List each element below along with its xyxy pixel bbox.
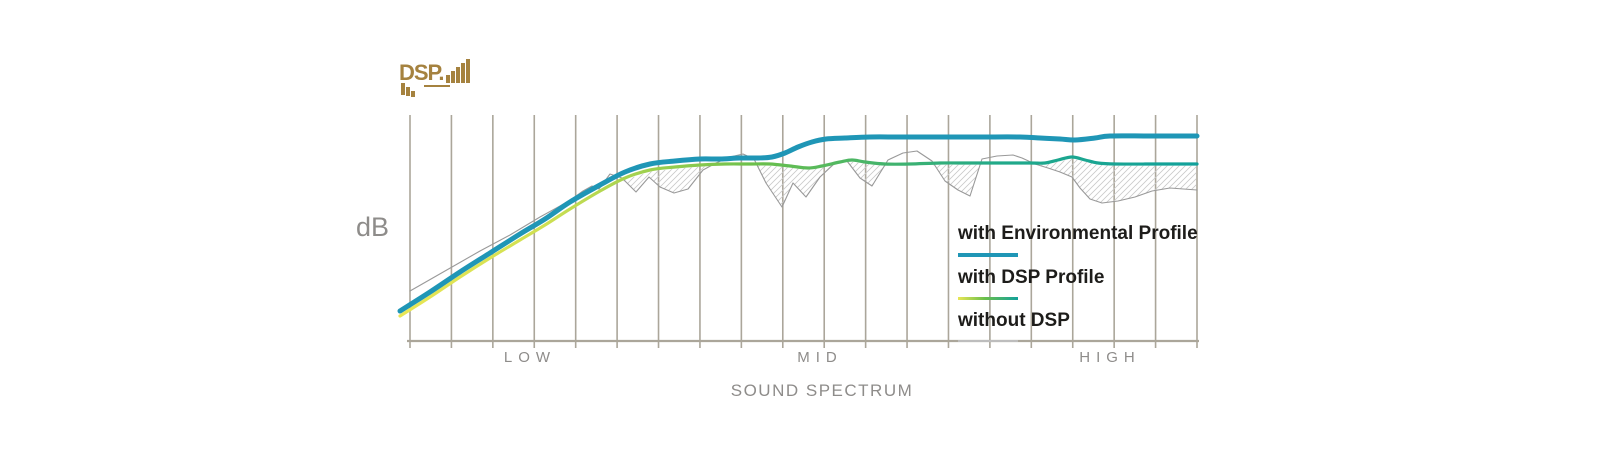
hatch-area xyxy=(410,159,1196,312)
frequency-response-chart xyxy=(397,115,1200,348)
hatch-fill xyxy=(410,159,1196,312)
dsp-logo: DSP. xyxy=(399,59,471,99)
dsp-logo-ascending-bars-icon xyxy=(445,59,471,83)
logo-bar xyxy=(411,91,415,97)
dsp-logo-bottom-row xyxy=(399,83,469,99)
logo-bar xyxy=(460,63,465,83)
x-axis-label: SOUND SPECTRUM xyxy=(730,381,914,400)
y-axis-label: dB xyxy=(356,212,390,242)
logo-bar xyxy=(445,75,450,83)
legend-swatch-environmental-profile xyxy=(958,253,1018,257)
legend-label-without-dsp: without DSP xyxy=(958,310,1070,331)
dsp-logo-text: DSP. xyxy=(399,60,445,85)
series-line-with-dsp-profile xyxy=(398,155,1199,318)
legend-label-environmental-profile: with Environmental Profile xyxy=(958,223,1198,244)
x-band-label-high: HIGH xyxy=(1079,349,1141,366)
logo-bar xyxy=(455,67,460,83)
dsp-logo-top-row: DSP. xyxy=(399,59,471,85)
series-line-with-environmental-profile xyxy=(397,133,1200,314)
x-band-label-low: LOW xyxy=(503,349,557,366)
legend-swatch-dsp-profile xyxy=(958,297,1018,300)
series-lines xyxy=(397,133,1200,318)
dsp-logo-tagline-bar xyxy=(424,85,450,87)
gridlines xyxy=(409,115,1198,348)
legend: with Environmental Profile with DSP Prof… xyxy=(958,224,1218,353)
logo-bar xyxy=(465,59,470,83)
dsp-logo-descending-bars-icon xyxy=(401,83,416,97)
logo-bar xyxy=(406,87,410,96)
logo-bar xyxy=(401,83,405,95)
legend-label-dsp-profile: with DSP Profile xyxy=(958,267,1105,288)
x-band-label-mid: MID xyxy=(797,349,843,366)
legend-swatch-without-dsp xyxy=(958,340,1018,342)
logo-bar xyxy=(450,71,455,83)
